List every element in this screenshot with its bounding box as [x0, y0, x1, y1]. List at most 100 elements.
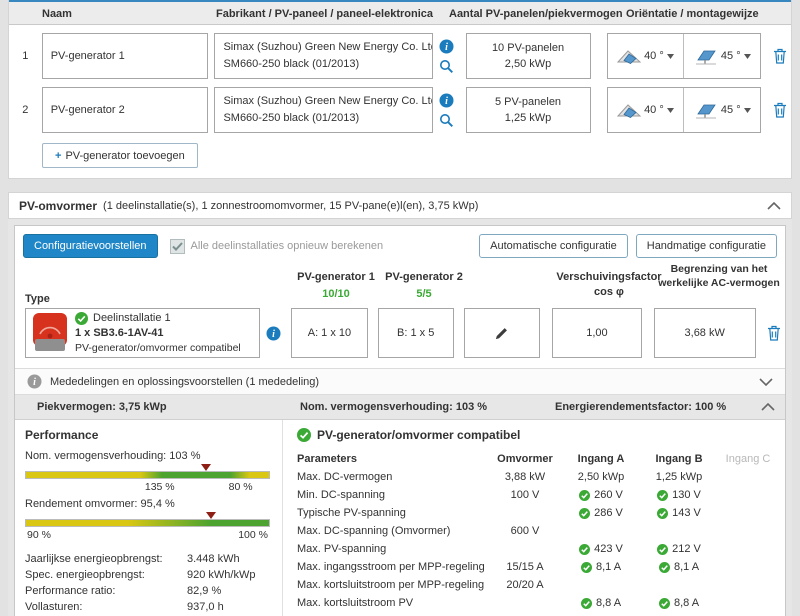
module-search-icon[interactable]: [439, 59, 454, 74]
pv-inverter-panel: Configuratievoorstellen Alle deelinstall…: [14, 225, 786, 616]
chevron-down-icon: [744, 108, 751, 113]
param-input-b-value: [641, 576, 717, 594]
check-circle-icon: [579, 508, 590, 519]
panel-count: 10 PV-panelen: [492, 40, 564, 57]
recalc-checkbox[interactable]: [170, 239, 185, 254]
param-col-header: Omvormer: [489, 450, 561, 468]
free-tilt-value: 45 °: [721, 104, 741, 116]
edit-config-button[interactable]: [464, 308, 540, 358]
roof-mount-icon: [617, 48, 641, 65]
performance-panel: Performance Nom. vermogensverhouding: 10…: [15, 420, 283, 616]
param-input-b-value: 1,25 kWp: [641, 468, 717, 486]
collapse-chevron-up-icon[interactable]: [761, 403, 775, 411]
summary-peak-power: Piekvermogen: 3,75 kWp: [37, 401, 167, 413]
param-input-a-value: [561, 522, 641, 540]
summary-energy-yield-factor: Energierendementsfactor: 100 %: [555, 401, 726, 413]
free-mount-dropdown[interactable]: 45 °: [683, 88, 760, 132]
gauge2-scale-labels: 90 % 100 %: [25, 528, 270, 543]
inverter-toolbar: Configuratievoorstellen Alle deelinstall…: [15, 226, 785, 262]
scale-label: 80 %: [229, 481, 253, 493]
param-inverter-value: 600 V: [489, 522, 561, 540]
input-b-box[interactable]: B: 1 x 5: [378, 308, 454, 358]
add-generator-button[interactable]: +PV-generator toevoegen: [42, 143, 198, 168]
pv-inverter-section-header[interactable]: PV-omvormer (1 deelinstallatie(s), 1 zon…: [8, 192, 792, 219]
panel-count-box[interactable]: 5 PV-panelen 1,25 kWp: [466, 87, 591, 133]
check-circle-icon: [657, 508, 668, 519]
param-input-b-value: [641, 522, 717, 540]
roof-tilt-value: 40 °: [644, 104, 664, 116]
module-search-icon[interactable]: [439, 113, 454, 128]
cos-phi-value-box[interactable]: 1,00: [552, 308, 642, 358]
messages-expander[interactable]: i Mededelingen en oplossingsvoorstellen …: [15, 368, 785, 395]
config-proposals-button[interactable]: Configuratievoorstellen: [23, 234, 158, 258]
subsystem-row: Deelinstallatie 1 1 x SB3.6-1AV-41 PV-ge…: [15, 308, 785, 358]
scale-label: 90 %: [27, 529, 51, 541]
param-name: Max. ingangsstroom per MPP-regeling: [297, 558, 489, 576]
peak-power: 1,25 kWp: [505, 110, 551, 127]
module-manufacturer: Simax (Suzhou) Green New Energy Co. Ltd.: [223, 93, 423, 110]
param-input-b-value: 8,1 A: [641, 558, 717, 576]
free-mount-dropdown[interactable]: 45 °: [683, 34, 760, 78]
col-header-cos-phi: Verschuivingsfactor cos φ: [549, 270, 669, 300]
power-ratio-gauge: [25, 464, 270, 480]
module-info-icon[interactable]: i: [439, 93, 454, 108]
module-info-icon[interactable]: i: [439, 39, 454, 54]
collapse-chevron-up-icon[interactable]: [767, 202, 781, 210]
check-circle-icon: [659, 562, 670, 573]
parameters-table: Parameters Omvormer Ingang A Ingang B In…: [297, 450, 779, 612]
delete-generator-button[interactable]: [769, 33, 791, 79]
generators-table-header: Naam Fabrikant / PV-paneel / paneel-elek…: [9, 0, 791, 25]
pv-inverter-body: Configuratievoorstellen Alle deelinstall…: [8, 219, 792, 616]
module-select-box[interactable]: Simax (Suzhou) Green New Energy Co. Ltd.…: [214, 33, 432, 79]
module-select-box[interactable]: Simax (Suzhou) Green New Energy Co. Ltd.…: [214, 87, 432, 133]
generator-name-input[interactable]: [42, 33, 209, 79]
chevron-down-icon[interactable]: [759, 378, 773, 386]
param-col-header: Parameters: [297, 450, 489, 468]
col-header-gen2: PV-generator 2 5/5: [374, 270, 474, 302]
auto-config-button[interactable]: Automatische configuratie: [479, 234, 628, 258]
param-name: Max. PV-spanning: [297, 540, 489, 558]
plus-icon: +: [55, 150, 61, 162]
module-icons: i: [438, 87, 456, 133]
check-circle-icon: [579, 490, 590, 501]
param-input-a-value: 8,1 A: [561, 558, 641, 576]
scale-label: 135 %: [145, 481, 175, 493]
param-inverter-value: [489, 594, 561, 612]
chevron-down-icon: [744, 54, 751, 59]
compatibility-status: PV-generator/omvormer compatibel: [297, 428, 779, 442]
info-gray-icon: i: [27, 374, 42, 389]
input-a-box[interactable]: A: 1 x 10: [291, 308, 367, 358]
delete-subsystem-button[interactable]: [764, 308, 785, 358]
gauge-bar: [25, 471, 270, 479]
summary-power-ratio: Nom. vermogensverhouding: 103 %: [300, 401, 487, 413]
free-tilt-value: 45 °: [721, 50, 741, 62]
param-inverter-value: 15/15 A: [489, 558, 561, 576]
stat-value: 3.448 kWh: [187, 553, 240, 565]
gauge-marker: [201, 464, 211, 471]
stat-row: Vollasturen: 937,0 h: [25, 599, 270, 615]
gauge2-label: Rendement omvormer: 95,4 %: [25, 498, 270, 510]
gauge1-scale-labels: 135 % 80 %: [25, 480, 270, 495]
stat-row: Jaarlijkse energieopbrengst: 3.448 kWh: [25, 551, 270, 567]
row-index: 1: [9, 33, 42, 79]
subsystem-type-box[interactable]: Deelinstallatie 1 1 x SB3.6-1AV-41 PV-ge…: [25, 308, 260, 358]
svg-text:i: i: [272, 329, 275, 340]
panel-count-box[interactable]: 10 PV-panelen 2,50 kWp: [466, 33, 591, 79]
subsystem-info-icon[interactable]: i: [266, 308, 282, 358]
delete-generator-button[interactable]: [769, 87, 791, 133]
gauge1-label: Nom. vermogensverhouding: 103 %: [25, 450, 270, 462]
generator-name-input[interactable]: [42, 87, 209, 133]
ac-limit-value-box[interactable]: 3,68 kW: [654, 308, 756, 358]
col-header-orientatie: Oriëntatie / montagewijze: [626, 8, 759, 20]
roof-mount-dropdown[interactable]: 40 °: [608, 88, 684, 132]
col-header-gen1: PV-generator 1 10/10: [286, 270, 386, 302]
free-mount-icon: [694, 102, 718, 119]
check-circle-icon: [581, 562, 592, 573]
param-name: Max. DC-vermogen: [297, 468, 489, 486]
param-input-a-value: 286 V: [561, 504, 641, 522]
module-type: SM660-250 black (01/2013): [223, 110, 423, 127]
gen1-ratio: 10/10: [286, 287, 386, 302]
roof-mount-dropdown[interactable]: 40 °: [608, 34, 684, 78]
manual-config-button[interactable]: Handmatige configuratie: [636, 234, 777, 258]
col-header-naam: Naam: [42, 8, 72, 20]
